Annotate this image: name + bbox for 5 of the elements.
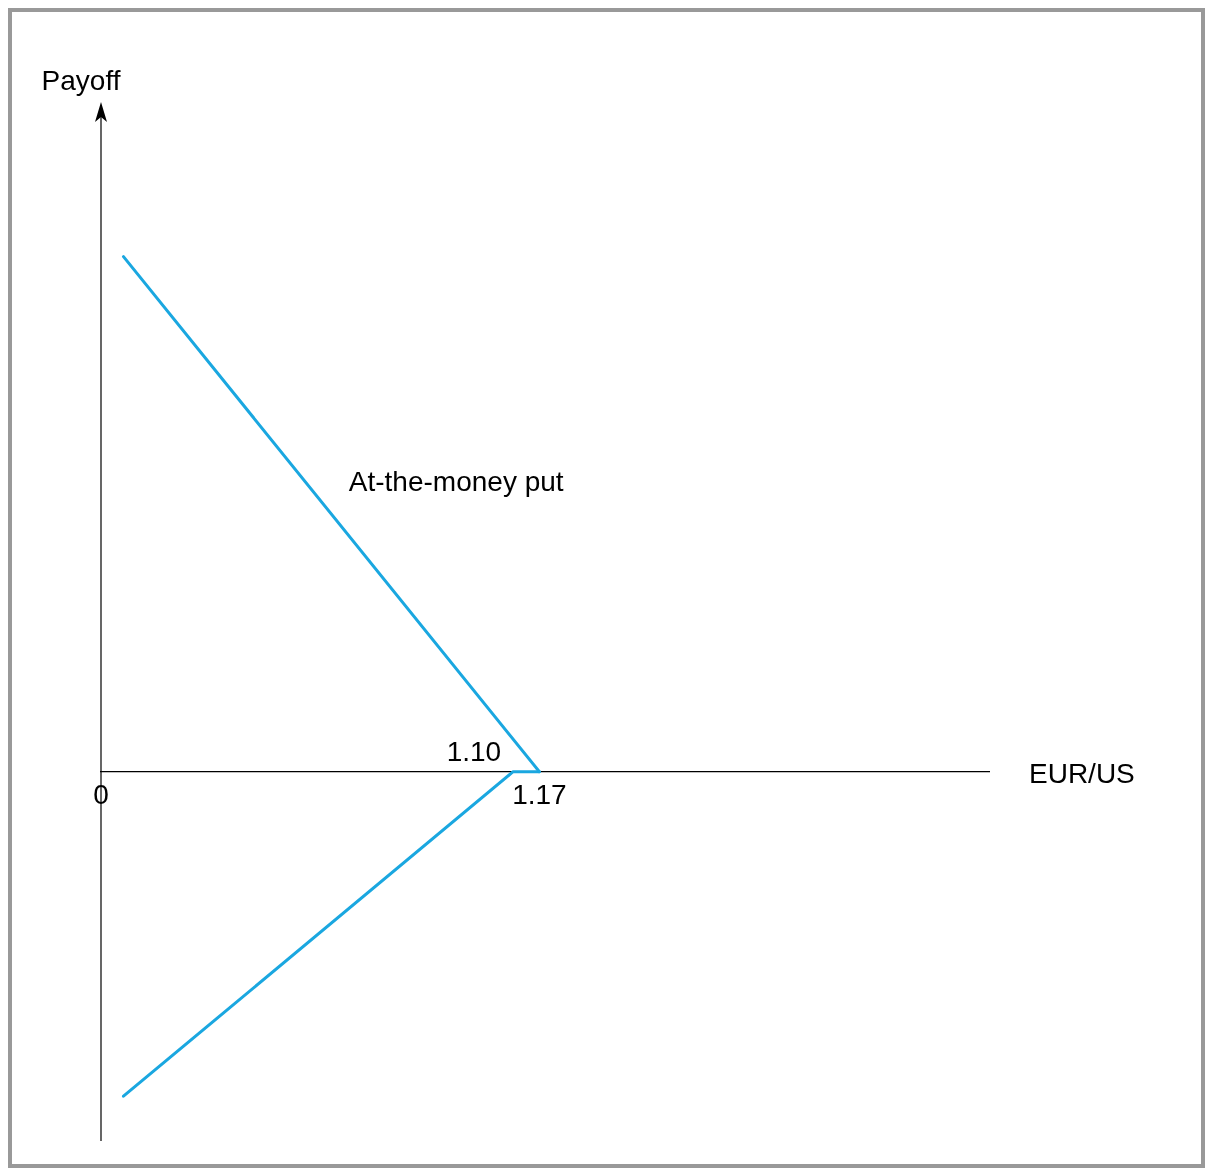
text: Payoff xyxy=(41,64,121,96)
x-axis-title: EUR/US xyxy=(1029,758,1135,790)
x-tick-label: 1.17 xyxy=(512,779,567,811)
annotation: At-the-money put xyxy=(348,465,564,497)
annotation: 1.10 xyxy=(446,736,502,768)
